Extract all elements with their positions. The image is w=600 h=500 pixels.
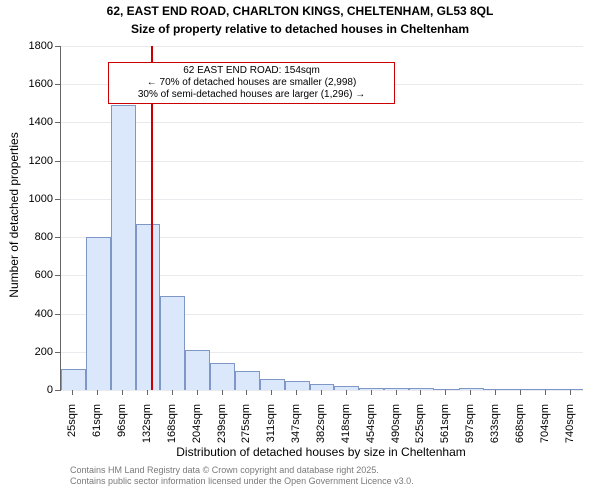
xtick-label: 96sqm — [116, 404, 128, 454]
ytick-label: 0 — [15, 384, 53, 396]
gridline — [61, 46, 583, 47]
ytick-label: 1000 — [15, 193, 53, 205]
ytick-label: 200 — [15, 346, 53, 358]
xtick-mark — [222, 390, 223, 395]
ytick-label: 1400 — [15, 116, 53, 128]
histogram-bar — [334, 386, 359, 390]
ytick-mark — [55, 390, 60, 391]
xtick-mark — [122, 390, 123, 395]
xtick-label: 597sqm — [464, 404, 476, 454]
histogram-bar — [508, 389, 533, 390]
ytick-mark — [55, 237, 60, 238]
xtick-mark — [520, 390, 521, 395]
histogram-bar — [409, 388, 434, 390]
xtick-label: 633sqm — [489, 404, 501, 454]
xtick-label: 382sqm — [315, 404, 327, 454]
xtick-mark — [396, 390, 397, 395]
xtick-label: 132sqm — [141, 404, 153, 454]
xtick-label: 704sqm — [539, 404, 551, 454]
histogram-bar — [558, 389, 583, 390]
ytick-mark — [55, 46, 60, 47]
xtick-mark — [296, 390, 297, 395]
xtick-mark — [271, 390, 272, 395]
xtick-mark — [570, 390, 571, 395]
histogram-bar — [86, 237, 111, 390]
annotation-line-0: 62 EAST END ROAD: 154sqm — [113, 65, 390, 77]
ytick-label: 600 — [15, 269, 53, 281]
xtick-mark — [346, 390, 347, 395]
size-histogram-chart: 62, EAST END ROAD, CHARLTON KINGS, CHELT… — [0, 0, 600, 500]
ytick-mark — [55, 352, 60, 353]
histogram-bar — [359, 388, 384, 390]
ytick-mark — [55, 161, 60, 162]
xtick-label: 311sqm — [265, 404, 277, 454]
xtick-label: 561sqm — [439, 404, 451, 454]
ytick-mark — [55, 275, 60, 276]
histogram-bar — [61, 369, 86, 390]
xtick-mark — [72, 390, 73, 395]
xtick-mark — [545, 390, 546, 395]
credit-line-1: Contains HM Land Registry data © Crown c… — [70, 465, 379, 475]
histogram-bar — [384, 388, 409, 390]
xtick-label: 490sqm — [390, 404, 402, 454]
ytick-mark — [55, 122, 60, 123]
histogram-bar — [160, 296, 185, 390]
xtick-mark — [420, 390, 421, 395]
histogram-bar — [533, 389, 558, 390]
xtick-label: 204sqm — [191, 404, 203, 454]
xtick-mark — [197, 390, 198, 395]
xtick-mark — [321, 390, 322, 395]
credit-line-2: Contains public sector information licen… — [70, 476, 414, 486]
xtick-label: 168sqm — [166, 404, 178, 454]
ytick-mark — [55, 199, 60, 200]
annotation-callout: 62 EAST END ROAD: 154sqm← 70% of detache… — [108, 62, 395, 104]
xtick-label: 61sqm — [91, 404, 103, 454]
xtick-label: 454sqm — [365, 404, 377, 454]
xtick-label: 25sqm — [66, 404, 78, 454]
histogram-bar — [285, 381, 310, 390]
xtick-mark — [246, 390, 247, 395]
xtick-label: 239sqm — [216, 404, 228, 454]
xtick-label: 740sqm — [564, 404, 576, 454]
xtick-mark — [495, 390, 496, 395]
chart-title-main: 62, EAST END ROAD, CHARLTON KINGS, CHELT… — [0, 4, 600, 18]
gridline — [61, 390, 583, 391]
xtick-mark — [371, 390, 372, 395]
gridline — [61, 161, 583, 162]
histogram-bar — [260, 379, 285, 390]
chart-title-sub: Size of property relative to detached ho… — [0, 22, 600, 36]
histogram-bar — [111, 105, 136, 390]
xtick-label: 418sqm — [340, 404, 352, 454]
ytick-mark — [55, 84, 60, 85]
xtick-mark — [97, 390, 98, 395]
xtick-label: 525sqm — [414, 404, 426, 454]
ytick-label: 400 — [15, 308, 53, 320]
y-axis-label: Number of detached properties — [7, 115, 21, 315]
histogram-bar — [210, 363, 235, 390]
xtick-mark — [172, 390, 173, 395]
histogram-bar — [235, 371, 260, 390]
xtick-mark — [445, 390, 446, 395]
annotation-line-2: 30% of semi-detached houses are larger (… — [113, 89, 390, 101]
xtick-mark — [147, 390, 148, 395]
xtick-label: 347sqm — [290, 404, 302, 454]
annotation-line-1: ← 70% of detached houses are smaller (2,… — [113, 77, 390, 89]
ytick-label: 800 — [15, 231, 53, 243]
ytick-label: 1800 — [15, 40, 53, 52]
ytick-label: 1600 — [15, 78, 53, 90]
histogram-bar — [136, 224, 161, 390]
gridline — [61, 199, 583, 200]
xtick-label: 275sqm — [240, 404, 252, 454]
gridline — [61, 122, 583, 123]
ytick-mark — [55, 314, 60, 315]
ytick-label: 1200 — [15, 155, 53, 167]
plot-area: 62 EAST END ROAD: 154sqm← 70% of detache… — [60, 46, 583, 391]
histogram-bar — [185, 350, 210, 390]
xtick-label: 668sqm — [514, 404, 526, 454]
xtick-mark — [470, 390, 471, 395]
